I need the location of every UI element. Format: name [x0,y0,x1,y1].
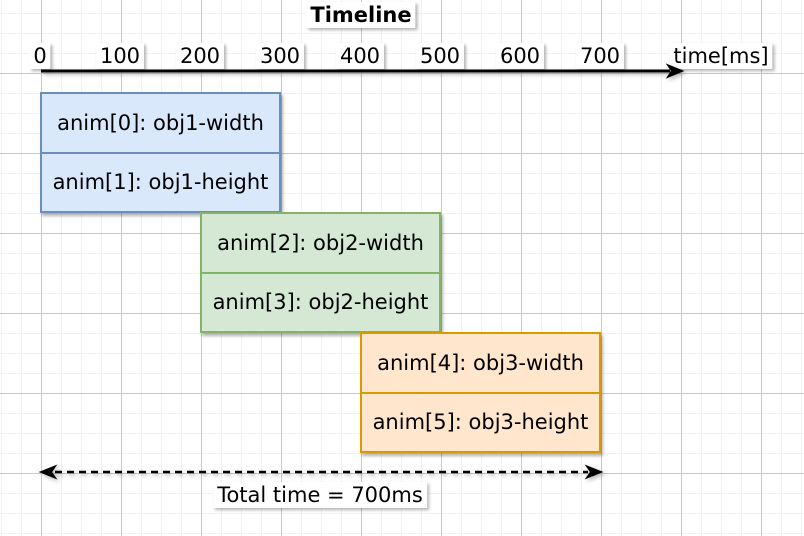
axis-tick-300: 300 [255,43,305,70]
total-time-arrow [38,464,604,480]
axis-tick-700: 700 [575,43,625,70]
total-time-label: Total time = 700ms [213,482,427,509]
time-axis-arrowhead-icon [665,63,685,79]
anim-group-obj2: anim[2]: obj2-width anim[3]: obj2-height [200,212,441,333]
axis-tick-200: 200 [175,43,225,70]
total-time-left-arrowhead-icon [38,464,58,480]
anim-group-obj1: anim[0]: obj1-width anim[1]: obj1-height [40,92,281,213]
anim-bar-5: anim[5]: obj3-height [362,391,599,452]
axis-tick-100: 100 [95,43,145,70]
anim-group-obj3: anim[4]: obj3-width anim[5]: obj3-height [360,332,601,453]
anim-bar-4: anim[4]: obj3-width [377,350,584,375]
diagram-title: Timeline [306,2,416,29]
axis-tick-0: 0 [29,43,51,70]
anim-bar-2: anim[2]: obj2-width [217,230,424,255]
anim-bar-1: anim[1]: obj1-height [42,151,279,212]
axis-tick-400: 400 [335,43,385,70]
total-time-right-arrowhead-icon [584,464,604,480]
axis-tick-500: 500 [415,43,465,70]
anim-bar-3: anim[3]: obj2-height [202,271,439,332]
anim-bar-0: anim[0]: obj1-width [57,110,264,135]
axis-unit-label: time[ms] [669,43,773,70]
time-axis-arrow [41,63,685,79]
axis-tick-600: 600 [495,43,545,70]
